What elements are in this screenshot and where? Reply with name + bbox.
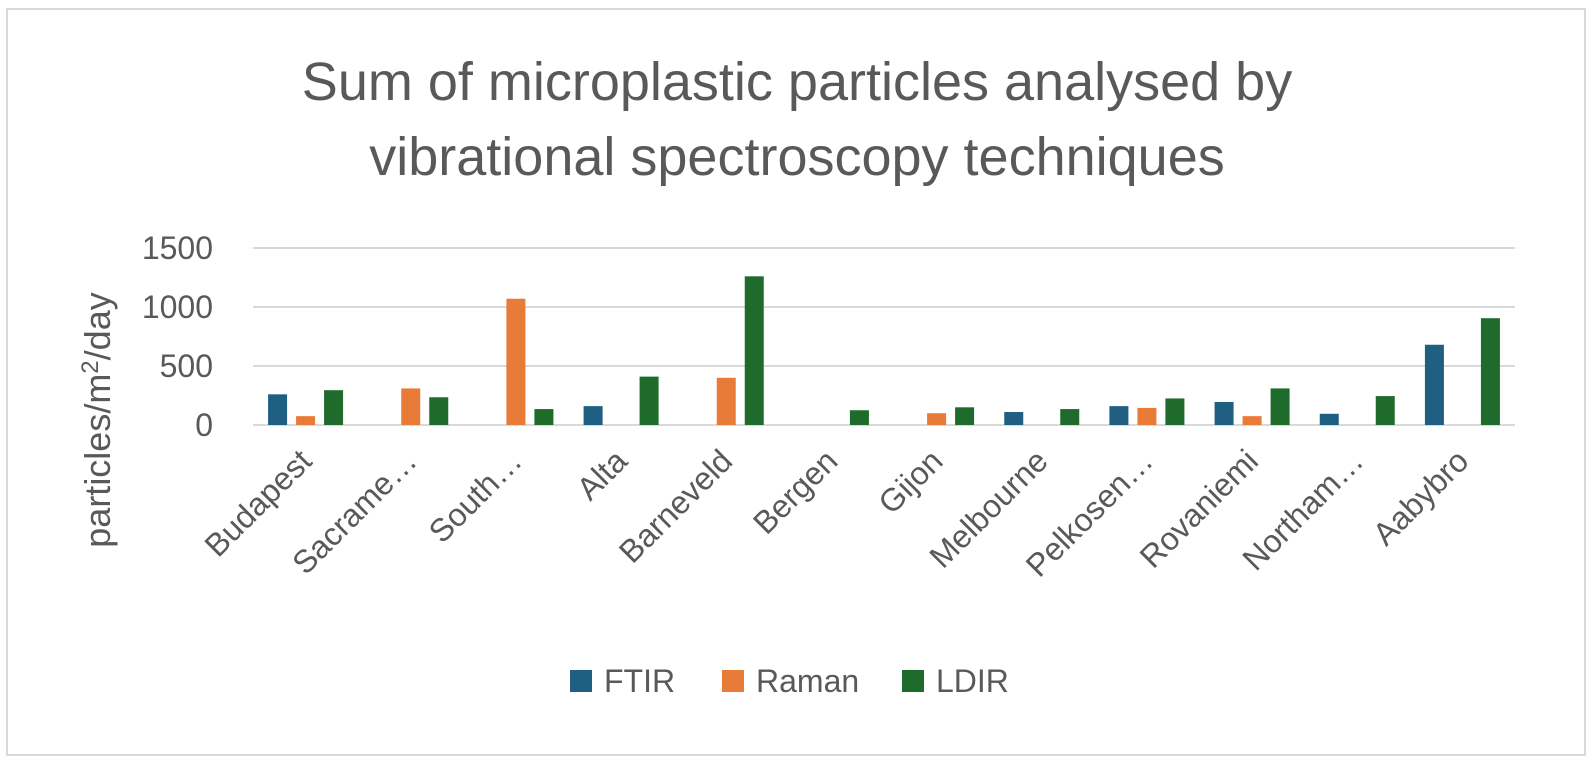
legend-swatch-raman	[722, 670, 744, 692]
bar-raman-0	[296, 416, 316, 425]
x-tick-label-3: Alta	[570, 442, 635, 507]
y-tick-label-500: 500	[160, 348, 213, 384]
bar-ldir-6	[955, 407, 975, 425]
legend: FTIR Raman LDIR	[570, 663, 1009, 699]
bar-ftir-10	[1319, 413, 1339, 425]
y-tick-label-1500: 1500	[142, 230, 213, 266]
bar-raman-4	[716, 377, 736, 425]
bar-raman-2	[506, 298, 526, 425]
x-tick-label-5: Bergen	[746, 442, 844, 540]
bars	[268, 276, 1500, 425]
y-axis-title-main: particles/m	[77, 374, 118, 548]
y-tick-label-0: 0	[195, 407, 213, 443]
chart-title-line-1: Sum of microplastic particles analysed b…	[302, 52, 1292, 112]
bar-ftir-11	[1424, 344, 1444, 425]
bar-ldir-8	[1165, 398, 1185, 425]
bar-ldir-3	[639, 376, 659, 425]
x-tick-label-4: Barneveld	[612, 442, 739, 569]
y-axis-title-tail: /day	[77, 292, 118, 360]
bar-ldir-7	[1060, 409, 1080, 425]
legend-label-ldir: LDIR	[936, 663, 1009, 699]
bar-ldir-11	[1480, 318, 1500, 425]
bar-ldir-9	[1270, 388, 1290, 425]
x-tick-label-2: South…	[422, 442, 529, 549]
bar-ldir-4	[744, 276, 764, 425]
chart-title-line-2: vibrational spectroscopy techniques	[369, 127, 1224, 187]
x-tick-label-11: Aabybro	[1366, 442, 1476, 552]
bar-ldir-1	[429, 397, 449, 425]
bar-raman-8	[1137, 407, 1157, 425]
legend-label-ftir: FTIR	[604, 663, 675, 699]
bar-ldir-2	[534, 409, 554, 425]
legend-swatch-ftir	[570, 670, 592, 692]
bar-ldir-0	[324, 390, 344, 425]
y-axis-ticks: 0 500 1000 1500	[142, 230, 213, 443]
bar-ldir-10	[1375, 396, 1395, 425]
bar-ftir-0	[268, 394, 288, 425]
legend-swatch-ldir	[902, 670, 924, 692]
bar-ftir-9	[1214, 401, 1234, 425]
y-tick-label-1000: 1000	[142, 289, 213, 325]
bar-ftir-8	[1109, 406, 1129, 425]
bar-raman-6	[927, 413, 947, 425]
bar-ldir-5	[849, 410, 869, 425]
chart-frame	[6, 8, 1586, 756]
x-tick-label-6: Gijon	[871, 442, 949, 520]
bar-raman-9	[1242, 416, 1262, 425]
bar-raman-1	[401, 388, 421, 425]
y-axis-title: particles/m2/day	[77, 292, 118, 547]
bar-ftir-7	[1004, 412, 1024, 425]
legend-label-raman: Raman	[756, 663, 859, 699]
bar-ftir-3	[583, 406, 603, 425]
y-axis-title-superscript: 2	[77, 360, 104, 373]
gridlines	[253, 247, 1515, 426]
